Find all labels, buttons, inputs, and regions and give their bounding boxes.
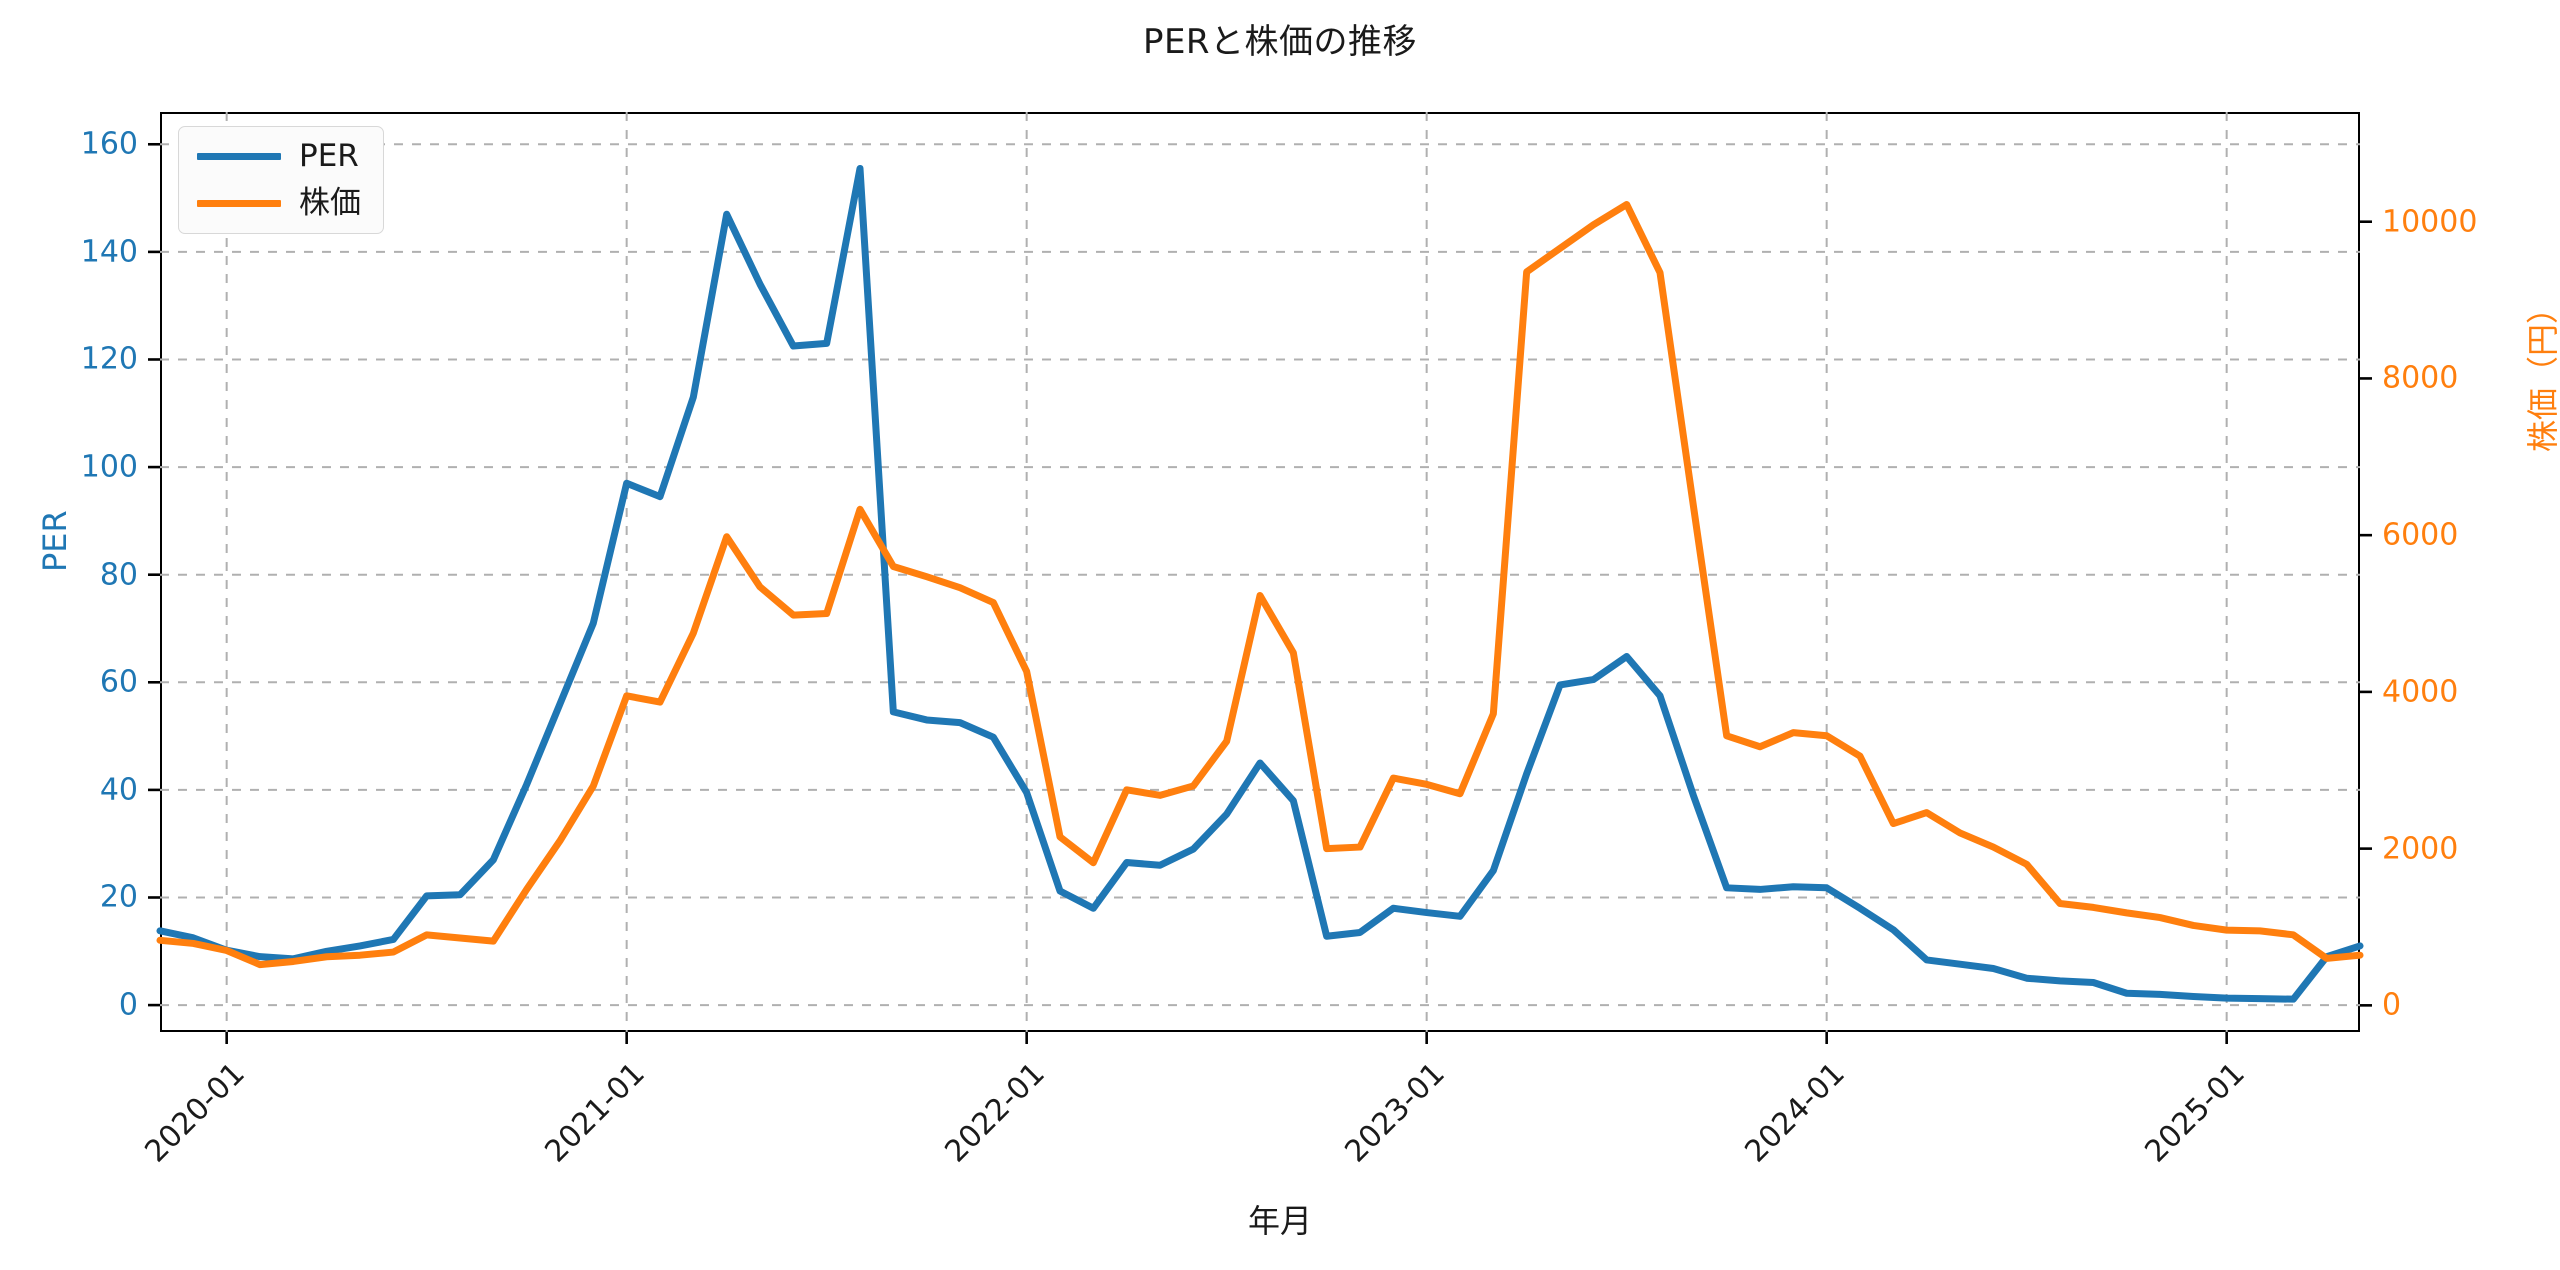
x-axis-tick: 2021-01 <box>538 1056 652 1170</box>
plot-area: 0 20 40 60 80 100 120 140 160 0 2000 4000 6000 8000 1… <box>81 112 2477 1169</box>
x-axis-tick: 2020-01 <box>138 1056 252 1170</box>
right-axis-tick: 6000 <box>2382 517 2459 553</box>
x-axis-tick: 2025-01 <box>2138 1056 2252 1170</box>
page-title: PERと株価の推移 <box>1142 22 1418 62</box>
legend-item-per: PER <box>197 141 361 172</box>
right-axis-tick: 4000 <box>2382 674 2459 710</box>
data-lines <box>156 164 2364 1003</box>
legend-label-kabuka: 株価 <box>299 185 361 221</box>
gridlines <box>160 112 2360 1032</box>
x-axis-tick: 2024-01 <box>1738 1056 1852 1170</box>
left-axis-tick: 80 <box>99 557 138 593</box>
left-axis-tick: 40 <box>99 772 138 808</box>
x-axis-label: 年月 <box>1247 1202 1312 1240</box>
chart-legend: PER 株価 <box>178 126 384 234</box>
right-axis-tick: 10000 <box>2382 204 2478 240</box>
legend-swatch-per <box>197 153 281 160</box>
right-axis-label: 株価（円） <box>2524 291 2560 452</box>
x-axis-tick: 2023-01 <box>1338 1056 1452 1170</box>
left-axis-tick: 120 <box>80 341 138 377</box>
left-axis-tick: 100 <box>80 449 138 485</box>
left-axis-tick: 20 <box>99 879 138 915</box>
left-axis-tick: 140 <box>80 234 138 270</box>
right-axis-tick: 8000 <box>2382 360 2459 396</box>
legend-label-per: PER <box>299 138 359 174</box>
axis-ticks <box>148 142 2372 1044</box>
legend-item-kabuka: 株価 <box>197 188 361 219</box>
legend-swatch-kabuka <box>197 200 281 207</box>
plot-frame <box>160 112 2360 1032</box>
left-axis-label: PER <box>36 510 74 572</box>
right-axis-tick: 0 <box>2382 987 2402 1023</box>
left-axis-tick: 60 <box>99 664 138 700</box>
left-axis-tick: 160 <box>80 126 138 162</box>
right-axis-tick: 2000 <box>2382 831 2459 867</box>
x-axis-tick: 2022-01 <box>938 1056 1052 1170</box>
left-axis-tick: 0 <box>118 987 138 1023</box>
